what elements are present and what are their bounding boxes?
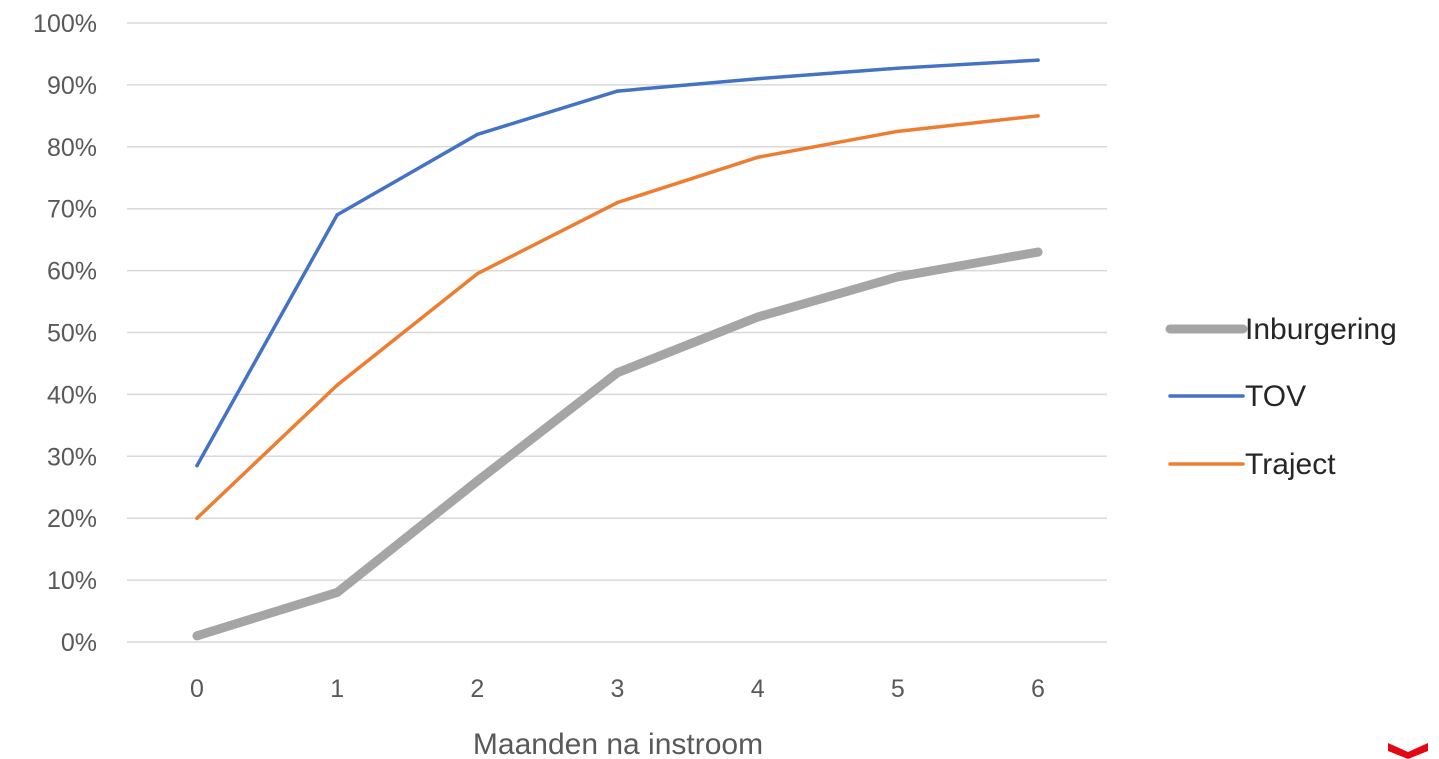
x-tick-label: 5: [891, 675, 905, 703]
data-point: [896, 66, 900, 70]
data-point: [195, 463, 199, 468]
y-tick-label: 20%: [47, 505, 97, 533]
data-point: [615, 200, 620, 205]
data-point: [615, 89, 620, 93]
x-axis-ticks: 0 1 2 3 4 5 6: [190, 675, 1045, 703]
data-point: [755, 155, 760, 160]
gridlines: [127, 22, 1107, 643]
data-point: [893, 272, 903, 282]
data-point: [1033, 247, 1043, 257]
series-lines: [192, 58, 1043, 641]
data-point: [332, 587, 342, 597]
data-point: [896, 129, 900, 134]
y-tick-label: 60%: [47, 258, 97, 286]
legend-label-tov: TOV: [1245, 380, 1306, 413]
legend-label-traject: Traject: [1245, 448, 1336, 481]
x-tick-label: 4: [751, 675, 765, 703]
data-point: [613, 368, 622, 378]
x-axis-title: Maanden na instroom: [473, 728, 763, 759]
data-point: [335, 383, 339, 387]
data-point: [472, 476, 482, 486]
y-tick-label: 10%: [47, 567, 97, 595]
y-tick-label: 80%: [47, 134, 97, 162]
y-tick-label: 90%: [47, 72, 97, 100]
x-tick-label: 6: [1031, 675, 1045, 703]
data-point: [335, 213, 339, 217]
series-line-traject: [195, 114, 1040, 520]
y-tick-label: 70%: [47, 196, 97, 224]
x-tick-label: 0: [190, 675, 204, 703]
data-point: [475, 132, 480, 137]
series-line-inburgering: [192, 247, 1043, 641]
y-tick-label: 50%: [47, 320, 97, 348]
data-point: [1036, 58, 1040, 62]
data-point: [195, 516, 199, 520]
x-tick-label: 3: [611, 675, 625, 703]
data-point: [755, 76, 760, 81]
y-tick-label: 0%: [61, 629, 97, 657]
data-point: [1036, 114, 1040, 118]
legend-label-inburgering: Inburgering: [1245, 313, 1397, 346]
data-point: [475, 271, 480, 276]
y-tick-label: 100%: [33, 10, 97, 38]
x-tick-label: 1: [330, 675, 344, 703]
y-axis-ticks: 0% 10% 20% 30% 40% 50% 60% 70% 80% 90% 100%: [33, 10, 97, 657]
y-tick-label: 30%: [47, 443, 97, 471]
series-line-tov: [195, 58, 1040, 468]
red-chevron-mark: [1388, 743, 1428, 759]
x-tick-label: 2: [470, 675, 484, 703]
y-tick-label: 40%: [47, 381, 97, 409]
data-point: [192, 631, 202, 641]
legend: Inburgering TOV Traject: [1165, 313, 1397, 481]
data-point: [753, 312, 763, 322]
